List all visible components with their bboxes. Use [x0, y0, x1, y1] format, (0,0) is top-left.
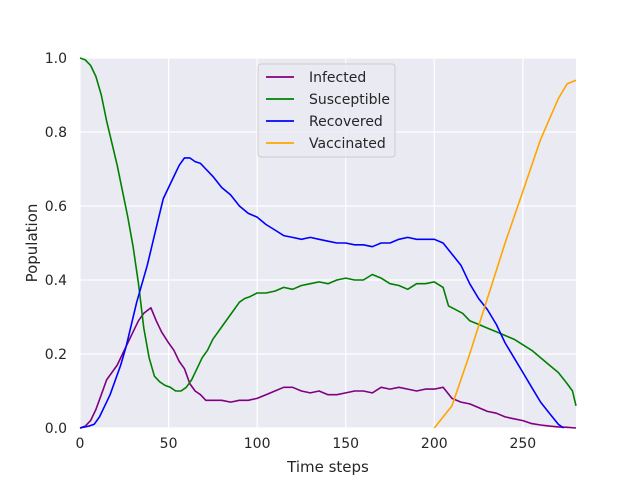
- x-axis-label: Time steps: [286, 458, 369, 476]
- x-tick-label: 200: [421, 436, 448, 452]
- series-line-recovered: [79, 157, 565, 429]
- legend-label-vaccinated: Vaccinated: [309, 136, 386, 152]
- series-lines: [79, 57, 577, 429]
- x-tick-label: 250: [509, 436, 536, 452]
- x-tick-label: 50: [160, 436, 178, 452]
- series-line-susceptible: [79, 57, 577, 406]
- x-tick-label: 100: [244, 436, 271, 452]
- series-line-infected: [79, 307, 577, 429]
- x-tick-label: 0: [76, 436, 85, 452]
- y-tick-label: 0.0: [45, 421, 67, 437]
- x-axis-ticks: 0 50 100 150 200 250: [76, 436, 537, 452]
- series-line-vaccinated: [433, 79, 577, 429]
- y-axis-ticks: 0.0 0.2 0.4 0.6 0.8 1.0: [45, 51, 67, 437]
- legend-label-infected: Infected: [309, 70, 366, 86]
- legend: Infected Susceptible Recovered Vaccinated: [257, 63, 396, 158]
- legend-label-recovered: Recovered: [309, 114, 383, 130]
- y-axis-label: Population: [23, 204, 41, 283]
- y-tick-label: 0.6: [45, 199, 67, 215]
- y-tick-label: 0.8: [45, 125, 67, 141]
- x-tick-label: 150: [332, 436, 359, 452]
- y-tick-label: 1.0: [45, 51, 67, 67]
- legend-label-susceptible: Susceptible: [309, 92, 390, 108]
- y-tick-label: 0.4: [45, 273, 67, 289]
- legend-box: [257, 63, 396, 158]
- y-tick-label: 0.2: [45, 347, 67, 363]
